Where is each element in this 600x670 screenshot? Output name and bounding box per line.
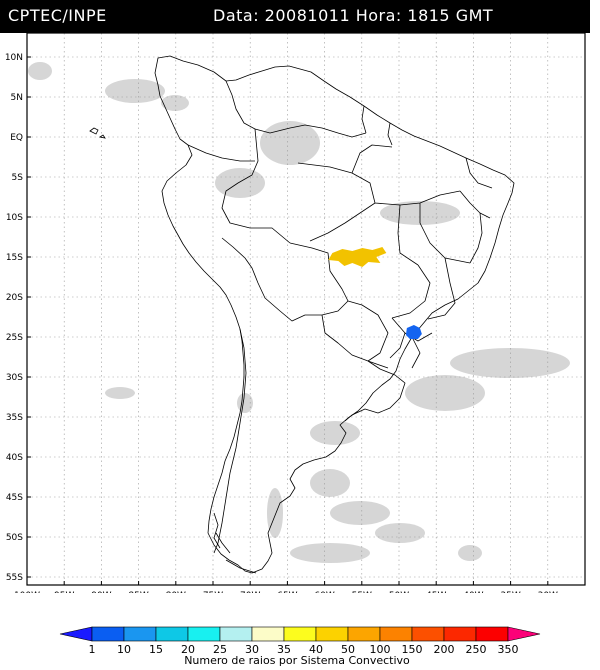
title-bar: CPTEC/INPE Data: 20081011 Hora: 1815 GMT [0, 0, 590, 33]
lon-tick-label: 35W [500, 591, 520, 593]
brazil-states-2 [391, 157, 493, 320]
lat-tick-label: 45S [6, 493, 23, 503]
lon-tick-label: 70W [240, 591, 260, 593]
lon-tick-label: 65W [277, 591, 297, 593]
south-america-coastline [154, 55, 515, 574]
lon-tick-label: 45W [426, 591, 446, 593]
legend-value-label: 35 [277, 643, 291, 656]
graticule [26, 33, 585, 585]
legend-color-box [507, 626, 541, 642]
lon-tick-label: 75W [203, 591, 223, 593]
legend-value-label: 25 [213, 643, 227, 656]
datetime-label: Data: 20081011 Hora: 1815 GMT [213, 6, 494, 25]
coastline-and-borders [154, 55, 515, 574]
lat-tick-label: 35S [6, 413, 23, 423]
lat-tick-label: 25S [6, 333, 23, 343]
legend-value-label: 15 [149, 643, 163, 656]
map-background [27, 33, 585, 585]
border-venezuela-brazil [254, 124, 339, 134]
border-guianas [337, 105, 393, 146]
legend-color-box [155, 626, 189, 642]
lon-tick-label: 95W [54, 591, 74, 593]
legend-color-bar [59, 626, 541, 642]
legend-color-box [443, 626, 477, 642]
legend-value-label: 350 [498, 643, 519, 656]
lon-tick-label: 30W [538, 591, 558, 593]
lat-tick-label: 10N [5, 53, 23, 63]
legend-color-box [91, 626, 125, 642]
legend-value-label: 40 [309, 643, 323, 656]
brazil-states-1 [297, 144, 471, 266]
cloud-imagery [28, 62, 570, 563]
legend-value-label: 200 [434, 643, 455, 656]
border-argentina-chile [213, 328, 247, 554]
legend-color-box [283, 626, 317, 642]
map-frame [26, 33, 586, 586]
border-bolivia [221, 237, 349, 322]
lat-tick-label: 40S [6, 453, 23, 463]
legend-color-box [251, 626, 285, 642]
lon-tick-label: 60W [314, 591, 334, 593]
legend-color-box [187, 626, 221, 642]
legend-color-box [475, 626, 509, 642]
lon-tick-label: 50W [389, 591, 409, 593]
lat-tick-label: 10S [6, 213, 23, 223]
patagonia-islands [213, 512, 257, 574]
lat-tick-label: 15S [6, 253, 23, 263]
border-colombia-venezuela [225, 80, 256, 130]
lat-tick-label: 50S [6, 533, 23, 543]
legend-color-box [123, 626, 157, 642]
lon-tick-label: 40W [463, 591, 483, 593]
galapagos-islands [89, 127, 106, 139]
legend-color-box [379, 626, 413, 642]
lat-tick-label: 30S [6, 373, 23, 383]
legend-value-label: 100 [370, 643, 391, 656]
lat-tick-label: 20S [6, 293, 23, 303]
source-label: CPTEC/INPE [8, 6, 107, 25]
legend-title: Numero de raios por Sistema Convectivo [184, 654, 410, 667]
lon-tick-label: 90W [91, 591, 111, 593]
legend-color-box [315, 626, 349, 642]
legend-color-box [59, 626, 93, 642]
legend-value-label: 50 [341, 643, 355, 656]
legend-value-labels: 1 10 15 20 25 30 35 40 50 100 150 200 250 350 [89, 643, 519, 656]
lat-tick-label: 55S [6, 573, 23, 583]
map-panel: 10N5NEQ5S10S15S20S25S30S35S40S45S50S55S … [5, 33, 586, 593]
legend-value-label: 250 [466, 643, 487, 656]
border-brazil-paraguay [321, 300, 389, 362]
border-argentina-brazil-uruguay [344, 360, 406, 422]
convective-systems [328, 247, 422, 339]
legend-value-label: 1 [89, 643, 96, 656]
lon-tick-label: 85W [128, 591, 148, 593]
lat-tick-label: EQ [10, 133, 23, 143]
legend-value-label: 30 [245, 643, 259, 656]
lat-tick-label: 5N [11, 93, 23, 103]
legend-value-label: 20 [181, 643, 195, 656]
legend-color-box [219, 626, 253, 642]
border-peru-brazil [221, 128, 291, 244]
border-colombia-peru [187, 144, 255, 162]
convective-system-cell [405, 325, 422, 339]
lon-tick-label: 80W [166, 591, 186, 593]
longitude-labels: 100W 95W 90W 85W 80W 75W 70W 65W 60W 55W 50W 45W 40W… [14, 591, 558, 593]
convective-system-cell [328, 247, 387, 267]
lat-tick-label: 5S [12, 173, 24, 183]
latitude-labels: 10N 5N EQ 5S 10S 15S 20S 25S 30S 35S 40S 45S 50S 55S [5, 53, 23, 583]
lon-tick-label: 55W [352, 591, 372, 593]
legend-value-label: 150 [402, 643, 423, 656]
legend-color-box [411, 626, 445, 642]
lon-tick-label: 100W [14, 591, 40, 593]
legend: 1 10 15 20 25 30 35 40 50 100 150 200 250 350 Numero … [59, 626, 541, 667]
legend-color-box [347, 626, 381, 642]
legend-value-label: 10 [117, 643, 131, 656]
